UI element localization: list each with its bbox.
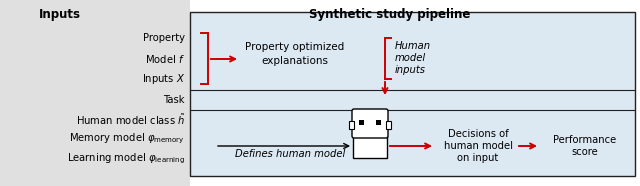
Text: Model $f$: Model $f$ [145, 53, 185, 65]
Bar [386, 121, 391, 129]
Text: Inputs $X$: Inputs $X$ [141, 72, 185, 86]
Text: Synthetic study pipeline: Synthetic study pipeline [309, 8, 470, 21]
Text: Human
model
inputs: Human model inputs [395, 41, 431, 75]
Bar [190, 12, 635, 176]
Text: Human model class $\tilde{h}$: Human model class $\tilde{h}$ [76, 113, 185, 127]
Text: Decisions of
human model
on input: Decisions of human model on input [444, 129, 513, 163]
FancyBboxPatch shape [352, 109, 388, 138]
Bar [353, 136, 387, 158]
Text: Property: Property [143, 33, 185, 43]
Text: Property optimized
explanations: Property optimized explanations [245, 42, 344, 66]
Bar [359, 120, 364, 125]
Bar [349, 121, 354, 129]
Bar [0, 0, 190, 186]
Text: Performance
score: Performance score [554, 135, 616, 157]
Bar [376, 120, 381, 125]
Text: Memory model $\varphi_{\mathrm{memory}}$: Memory model $\varphi_{\mathrm{memory}}$ [69, 132, 185, 146]
Text: Inputs: Inputs [39, 8, 81, 21]
Text: Task: Task [163, 95, 185, 105]
Text: Defines human model: Defines human model [235, 149, 345, 159]
Text: Learning model $\varphi_{\mathrm{learning}}$: Learning model $\varphi_{\mathrm{learnin… [67, 152, 185, 166]
